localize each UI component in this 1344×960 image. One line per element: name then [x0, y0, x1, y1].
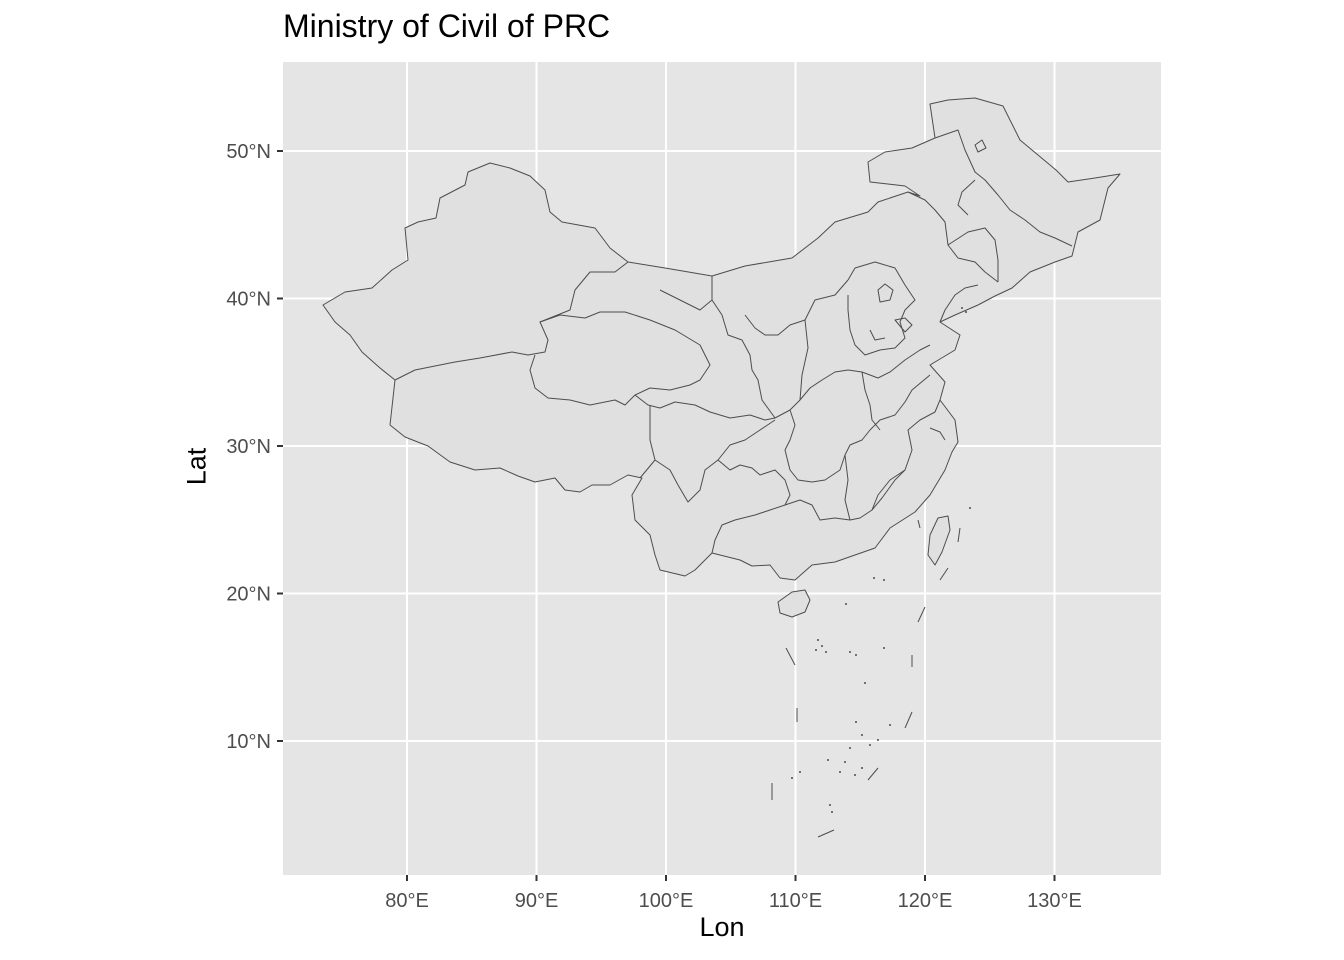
x-tick-label: 80°E	[385, 890, 429, 912]
boundary-dash	[867, 767, 879, 781]
boundary-dash	[785, 647, 796, 666]
boundary-dash	[957, 527, 961, 543]
province-borders	[394, 129, 1073, 554]
x-tick-label: 90°E	[515, 890, 559, 912]
hainan-island	[777, 589, 811, 618]
boundary-dash	[917, 519, 921, 529]
south-sea-features	[771, 519, 961, 838]
taiwan-island	[927, 515, 951, 566]
x-tick-label: 110°E	[769, 890, 822, 912]
china-map	[322, 97, 1121, 618]
x-axis-title: Lon	[699, 912, 745, 942]
x-axis: 80°E 90°E 100°E 110°E 120°E 130°E	[385, 875, 1082, 912]
china-outline	[322, 97, 1121, 581]
y-tick-label: 20°N	[226, 584, 271, 606]
boundary-dash	[939, 567, 949, 581]
map-title: Ministry of Civil of PRC	[283, 8, 611, 44]
boundary-dash	[917, 606, 926, 623]
island-dots	[791, 307, 971, 813]
y-tick-label: 30°N	[226, 436, 271, 458]
y-axis: 10°N 20°N 30°N 40°N 50°N	[226, 141, 283, 753]
x-tick-label: 120°E	[898, 890, 953, 912]
boundary-dash	[904, 711, 913, 729]
y-tick-label: 10°N	[226, 731, 271, 753]
y-tick-label: 40°N	[226, 289, 271, 311]
x-tick-label: 100°E	[639, 890, 694, 912]
x-tick-label: 130°E	[1027, 890, 1082, 912]
boundary-dash	[817, 829, 835, 838]
y-tick-label: 50°N	[226, 141, 271, 163]
